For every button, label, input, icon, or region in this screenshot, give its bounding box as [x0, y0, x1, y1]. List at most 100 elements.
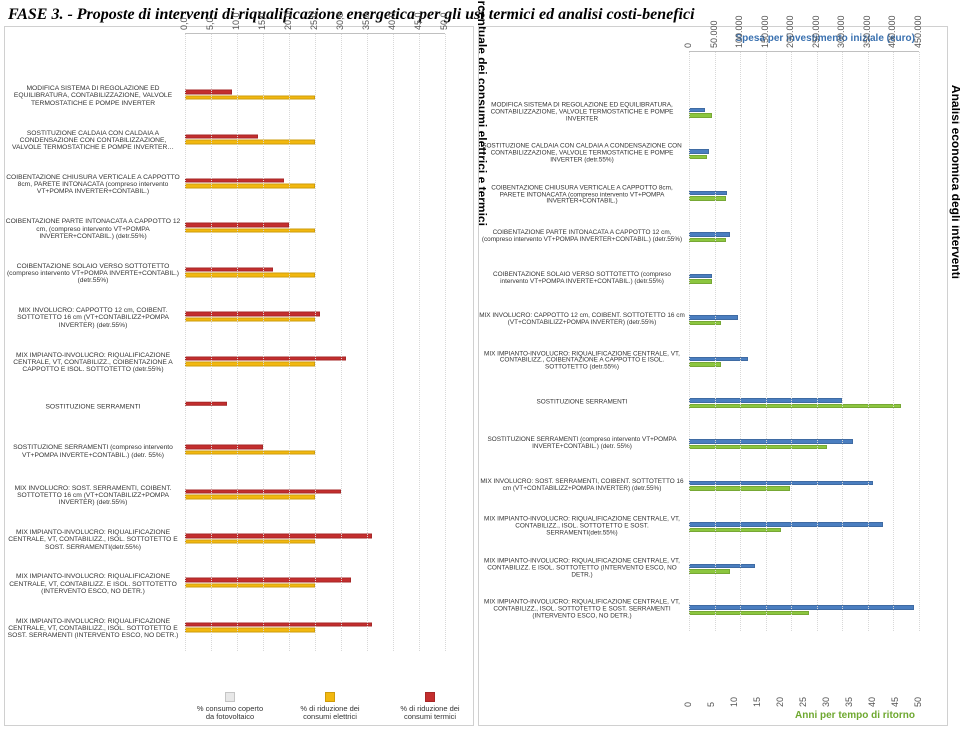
category-label: MIX IMPIANTO-INVOLUCRO: RIQUALIFICAZIONE…	[5, 352, 181, 374]
legend-item: % consumo coperto da fotovoltaico	[195, 692, 265, 721]
bar-termici	[185, 578, 351, 583]
bar-anni	[689, 279, 712, 284]
legend-label: % di riduzione dei consumi elettrici	[295, 705, 365, 721]
category-label: MIX INVOLUCRO: SOST. SERRAMENTI, COIBENT…	[479, 479, 685, 493]
right-top-axis-title: Spesa per investimento iniziale (euro)	[479, 33, 919, 44]
bar-spesa	[689, 522, 883, 527]
chart-row: SOSTITUZIONE CALDAIA CON CALDAIA A CONDE…	[689, 133, 919, 174]
right-bottom-axis-title: Anni per tempo di ritorno	[479, 710, 919, 721]
legend-swatch	[425, 692, 435, 702]
bar-termici	[185, 534, 372, 539]
xtick: 45,0	[413, 12, 423, 30]
bar-termici	[185, 312, 320, 317]
category-label: MIX IMPIANTO-INVOLUCRO: RIQUALIFICAZIONE…	[5, 618, 181, 640]
bar-spesa	[689, 564, 755, 569]
bar-termici	[185, 445, 263, 450]
xtick: 40	[867, 697, 877, 707]
xtick: 350.000	[862, 15, 872, 48]
xtick: 40,0	[387, 12, 397, 30]
bar-termici	[185, 134, 258, 139]
chart-row: MIX INVOLUCRO: SOST. SERRAMENTI, COIBENT…	[689, 465, 919, 506]
bar-termici	[185, 178, 284, 183]
xtick: 30,0	[335, 12, 345, 30]
right-plot-area: 050.000100.000150.000200.000250.000300.0…	[689, 51, 919, 631]
xtick: 35	[844, 697, 854, 707]
bar-elettrici	[185, 539, 315, 544]
bar-spesa	[689, 108, 705, 113]
chart-row: SOSTITUZIONE SERRAMENTI	[689, 382, 919, 423]
xtick: 50,0	[439, 12, 449, 30]
bar-elettrici	[185, 317, 315, 322]
bar-elettrici	[185, 495, 315, 500]
xtick: 15,0	[257, 12, 267, 30]
bar-anni	[689, 321, 721, 326]
chart-row: MIX IMPIANTO-INVOLUCRO: RIQUALIFICAZIONE…	[689, 341, 919, 382]
bar-anni	[689, 528, 781, 533]
bar-anni	[689, 238, 726, 243]
right-rows: MODIFICA SISTEMA DI REGOLAZIONE ED EQUIL…	[689, 92, 919, 631]
category-label: COIBENTAZIONE CHIUSURA VERTICALE A CAPPO…	[5, 174, 181, 196]
right-chart-panel: Spesa per investimento iniziale (euro) A…	[478, 26, 948, 726]
left-legend: % consumo coperto da fotovoltaico % di ri…	[195, 692, 465, 721]
xtick: 0	[683, 702, 693, 707]
bar-elettrici	[185, 628, 315, 633]
category-label: MIX INVOLUCRO: CAPPOTTO 12 cm, COIBENT. …	[5, 307, 181, 329]
legend-item: % di riduzione dei consumi termici	[395, 692, 465, 721]
xtick: 50.000	[709, 20, 719, 48]
chart-row: COIBENTAZIONE CHIUSURA VERTICALE A CAPPO…	[689, 175, 919, 216]
legend-label: % consumo coperto da fotovoltaico	[195, 705, 265, 721]
bar-spesa	[689, 357, 748, 362]
category-label: SOSTITUZIONE CALDAIA CON CALDAIA A CONDE…	[5, 130, 181, 152]
bar-elettrici	[185, 273, 315, 278]
chart-row: MIX IMPIANTO-INVOLUCRO: RIQUALIFICAZIONE…	[689, 590, 919, 631]
bar-anni	[689, 445, 827, 450]
xtick: 5,0	[205, 17, 215, 30]
chart-row: SOSTITUZIONE SERRAMENTI (compreso interv…	[689, 424, 919, 465]
bar-anni	[689, 113, 712, 118]
legend-item: % di riduzione dei consumi elettrici	[295, 692, 365, 721]
xtick: 250.000	[811, 15, 821, 48]
bar-termici	[185, 402, 227, 407]
left-plot-area: 0,05,010,015,020,025,030,035,040,045,050…	[185, 33, 445, 651]
xtick: 300.000	[836, 15, 846, 48]
xtick: 0,0	[179, 17, 189, 30]
bar-anni	[689, 196, 726, 201]
bar-termici	[185, 622, 372, 627]
right-vertical-title: Analisi economica degli interventi	[949, 85, 960, 279]
category-label: MIX INVOLUCRO: SOST. SERRAMENTI, COIBENT…	[5, 485, 181, 507]
xtick: 0	[683, 43, 693, 48]
category-label: MIX IMPIANTO-INVOLUCRO: RIQUALIFICAZIONE…	[5, 529, 181, 551]
chart-row: COIBENTAZIONE PARTE INTONACATA A CAPPOTT…	[689, 216, 919, 257]
xtick: 150.000	[760, 15, 770, 48]
category-label: SOSTITUZIONE SERRAMENTI	[5, 403, 181, 410]
bar-spesa	[689, 605, 914, 610]
category-label: COIBENTAZIONE SOLAIO VERSO SOTTOTETTO (c…	[5, 263, 181, 285]
legend-swatch	[325, 692, 335, 702]
category-label: SOSTITUZIONE SERRAMENTI	[479, 400, 685, 407]
category-label: MIX IMPIANTO-INVOLUCRO: RIQUALIFICAZIONE…	[5, 574, 181, 596]
category-label: SOSTITUZIONE SERRAMENTI (compreso interv…	[5, 444, 181, 458]
xtick: 20,0	[283, 12, 293, 30]
category-label: COIBENTAZIONE PARTE INTONACATA A CAPPOTT…	[5, 219, 181, 241]
xtick: 100.000	[734, 15, 744, 48]
xtick: 20	[775, 697, 785, 707]
xtick: 10,0	[231, 12, 241, 30]
chart-row: MIX IMPIANTO-INVOLUCRO: RIQUALIFICAZIONE…	[689, 507, 919, 548]
category-label: MIX IMPIANTO-INVOLUCRO: RIQUALIFICAZIONE…	[479, 351, 685, 372]
category-label: MODIFICA SISTEMA DI REGOLAZIONE ED EQUIL…	[5, 85, 181, 107]
bar-elettrici	[185, 184, 315, 189]
category-label: MIX IMPIANTO-INVOLUCRO: RIQUALIFICAZIONE…	[479, 559, 685, 580]
category-label: COIBENTAZIONE SOLAIO VERSO SOTTOTETTO (c…	[479, 272, 685, 286]
xtick: 25,0	[309, 12, 319, 30]
bar-spesa	[689, 481, 873, 486]
category-label: MIX IMPIANTO-INVOLUCRO: RIQUALIFICAZIONE…	[479, 517, 685, 538]
bar-elettrici	[185, 450, 315, 455]
bar-anni	[689, 155, 707, 160]
xtick: 25	[798, 697, 808, 707]
bar-termici	[185, 267, 273, 272]
left-chart-panel: Riduzione percentuale dei consumi elettr…	[4, 26, 474, 726]
bar-elettrici	[185, 362, 315, 367]
category-label: MODIFICA SISTEMA DI REGOLAZIONE ED EQUIL…	[479, 102, 685, 123]
charts-container: Riduzione percentuale dei consumi elettr…	[0, 26, 960, 726]
bar-elettrici	[185, 140, 315, 145]
